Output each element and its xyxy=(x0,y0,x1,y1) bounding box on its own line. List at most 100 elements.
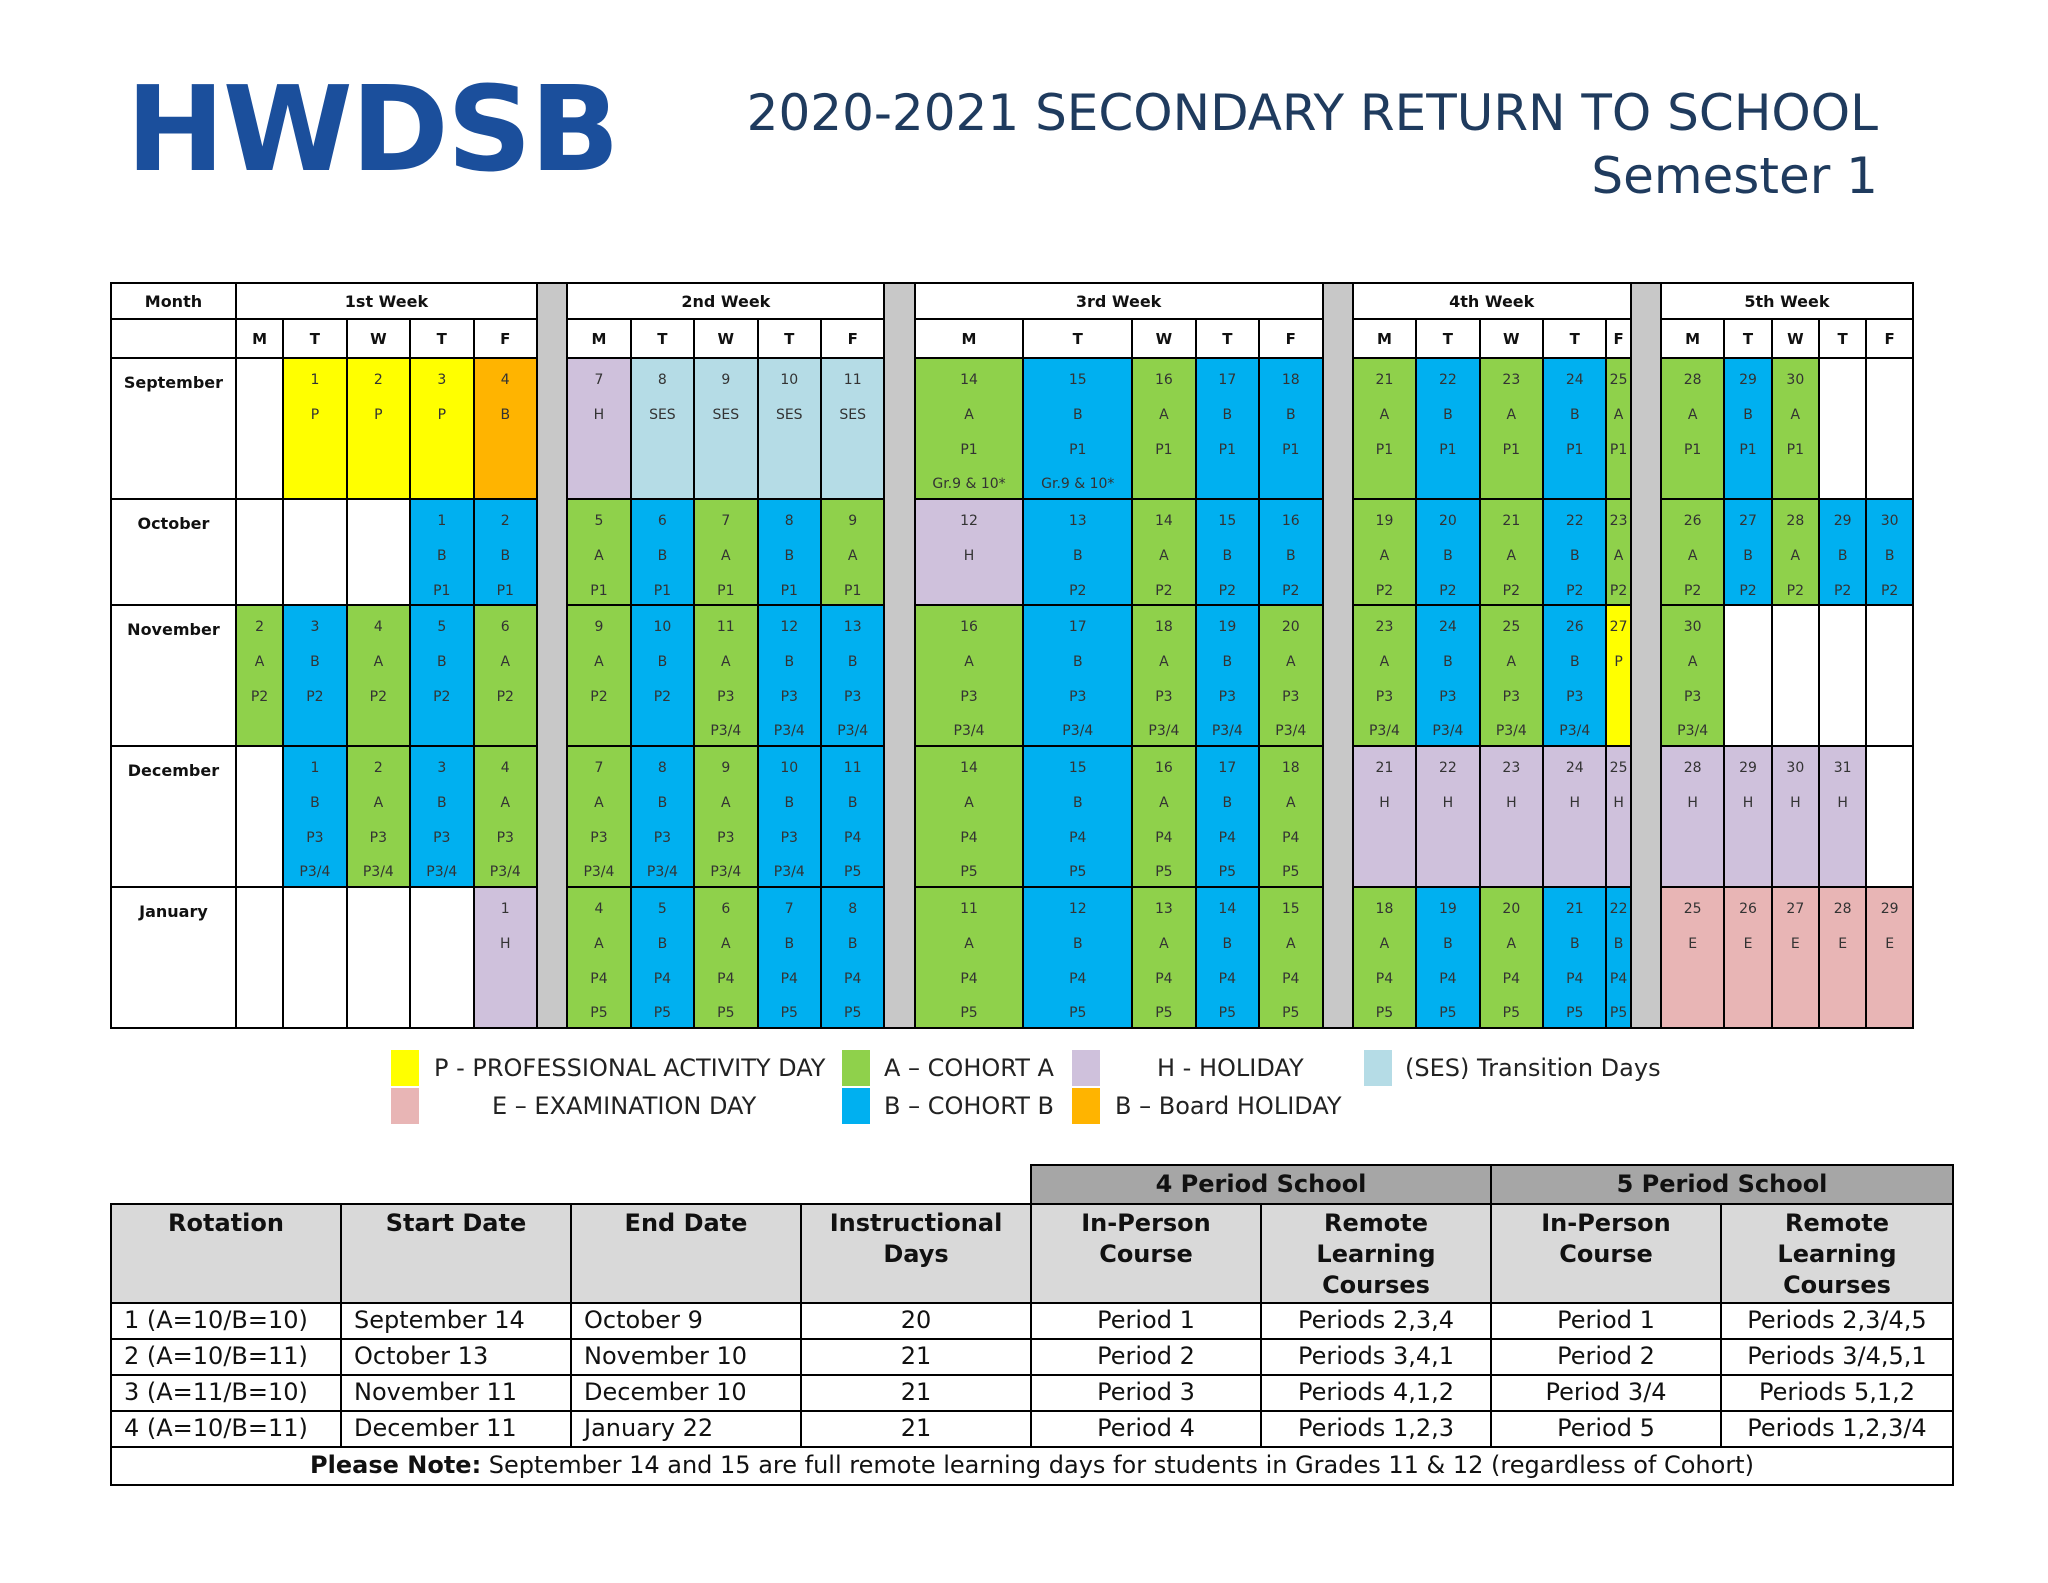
day-code: P1 xyxy=(1375,442,1394,459)
day-number: 24 xyxy=(1565,760,1584,777)
table-row: 2 (A=10/B=11) October 13 November 10 21 … xyxy=(110,1337,1954,1376)
day-code: P3/4 xyxy=(1368,723,1400,740)
calendar-empty-cell xyxy=(1865,604,1914,748)
calendar-day: 14 A P1 Gr.9 & 10* xyxy=(913,357,1025,501)
calendar-day: 22 H xyxy=(1415,745,1481,888)
day-number: 12 xyxy=(1068,901,1087,917)
day-number: 13 xyxy=(843,619,862,636)
calendar-day: 10 B P2 xyxy=(629,604,696,748)
calendar-day: 8 B P4 P5 xyxy=(819,886,886,1029)
legend-transition: (SES) Transition Days xyxy=(1405,1054,1661,1082)
remote-5-cell: Periods 5,1,2 xyxy=(1720,1373,1954,1412)
day-number: 5 xyxy=(657,901,667,917)
day-code: B xyxy=(1072,548,1083,565)
weekday-header: W xyxy=(1131,318,1197,360)
weekday-header: M xyxy=(234,318,285,360)
day-code: P4 xyxy=(1282,971,1300,987)
calendar-day: 25 H xyxy=(1605,745,1632,888)
calendar-day: 26 B P3 P3/4 xyxy=(1542,604,1608,748)
day-code: P5 xyxy=(1069,864,1087,881)
day-code: P3 xyxy=(1155,689,1173,706)
day-code: P5 xyxy=(1502,1005,1520,1021)
day-code: A xyxy=(1379,548,1390,565)
day-code: Gr.9 & 10* xyxy=(1041,476,1115,493)
day-number: 8 xyxy=(657,760,667,777)
day-number: 22 xyxy=(1438,760,1457,777)
calendar-empty-cell xyxy=(1865,745,1914,888)
calendar-day: 6 A P2 xyxy=(472,604,539,748)
calendar-day: 13 B P2 xyxy=(1022,498,1134,607)
calendar-day: 21 H xyxy=(1351,745,1418,888)
day-number: 16 xyxy=(1154,760,1173,777)
calendar-day: 7 A P1 xyxy=(693,498,759,607)
day-code: P1 xyxy=(1439,442,1457,459)
day-code: B xyxy=(1743,407,1753,424)
hwdsb-logo: HWDSB xyxy=(126,60,620,198)
day-code: B xyxy=(436,795,447,812)
day-number: 20 xyxy=(1281,619,1300,636)
day-code: P1 xyxy=(1739,442,1757,459)
day-number: 9 xyxy=(721,760,731,777)
day-code: B xyxy=(847,795,858,812)
day-code: P5 xyxy=(717,1005,735,1021)
day-code: P3/4 xyxy=(1432,723,1464,740)
day-number: 7 xyxy=(594,760,604,777)
day-code: P3/4 xyxy=(489,864,521,881)
day-code: P4 xyxy=(1218,971,1236,987)
day-number: 7 xyxy=(594,372,604,389)
calendar-day: 24 H xyxy=(1542,745,1608,888)
day-code: B xyxy=(1569,548,1580,565)
calendar-day: 8 SES xyxy=(629,357,696,501)
legend-cohort-b: B – COHORT B xyxy=(884,1092,1054,1120)
day-code: P4 xyxy=(1609,971,1628,987)
day-code: P2 xyxy=(1786,583,1805,600)
day-code: P3/4 xyxy=(1211,723,1243,740)
legend: P - PROFESSIONAL ACTIVITY DAY A – COHORT… xyxy=(0,1050,2048,1140)
day-code: SES xyxy=(712,407,740,424)
day-code: P1 xyxy=(433,583,451,600)
day-number: 17 xyxy=(1218,760,1237,777)
instructional-days-cell: 20 xyxy=(800,1301,1032,1340)
calendar-day: 22 B P2 xyxy=(1542,498,1608,607)
five-period-header: 5 Period School xyxy=(1490,1164,1954,1205)
calendar-empty-cell xyxy=(1817,604,1868,748)
day-code: P3 xyxy=(780,689,798,706)
day-code: B xyxy=(657,936,668,952)
day-number: 22 xyxy=(1438,372,1457,389)
day-code: E xyxy=(1885,936,1895,952)
week-1-header: 1st Week xyxy=(234,281,539,321)
please-note: Please Note: September 14 and 15 are ful… xyxy=(110,1445,1954,1486)
day-code: B xyxy=(1222,936,1233,952)
rotation-cell: 4 (A=10/B=11) xyxy=(110,1409,342,1448)
day-code: P2 xyxy=(1218,583,1236,600)
day-number: 26 xyxy=(1565,619,1584,636)
day-code: P3/4 xyxy=(710,723,742,740)
day-number: 6 xyxy=(500,619,510,636)
day-number: 6 xyxy=(657,513,667,530)
day-number: 25 xyxy=(1683,901,1702,917)
day-code: P2 xyxy=(1439,583,1457,600)
weekday-header: T xyxy=(1817,318,1868,360)
month-column-header: Month xyxy=(110,281,237,321)
day-number: 29 xyxy=(1739,760,1757,777)
day-code: B xyxy=(1443,936,1453,952)
day-code: P2 xyxy=(1502,583,1520,600)
calendar-empty-cell xyxy=(1817,357,1868,501)
calendar-day: 14 A P2 xyxy=(1131,498,1197,607)
day-code: A xyxy=(594,548,604,565)
calendar-day: 28 H xyxy=(1659,745,1726,888)
day-code: P3/4 xyxy=(837,723,869,740)
day-number: 1 xyxy=(437,513,447,530)
day-number: 8 xyxy=(784,513,794,530)
day-code: P1 xyxy=(1218,442,1236,459)
rotation-cell: 1 (A=10/B=10) xyxy=(110,1301,342,1340)
note-text: September 14 and 15 are full remote lear… xyxy=(481,1450,1754,1479)
day-code: B xyxy=(310,654,320,671)
day-code: P1 xyxy=(1566,442,1584,459)
day-code: P1 xyxy=(1786,442,1805,459)
calendar-day: 17 B P3 P3/4 xyxy=(1022,604,1134,748)
in-person-4-cell: Period 3 xyxy=(1030,1373,1262,1412)
day-code: P5 xyxy=(1155,1005,1173,1021)
calendar-empty-cell xyxy=(409,886,475,1029)
